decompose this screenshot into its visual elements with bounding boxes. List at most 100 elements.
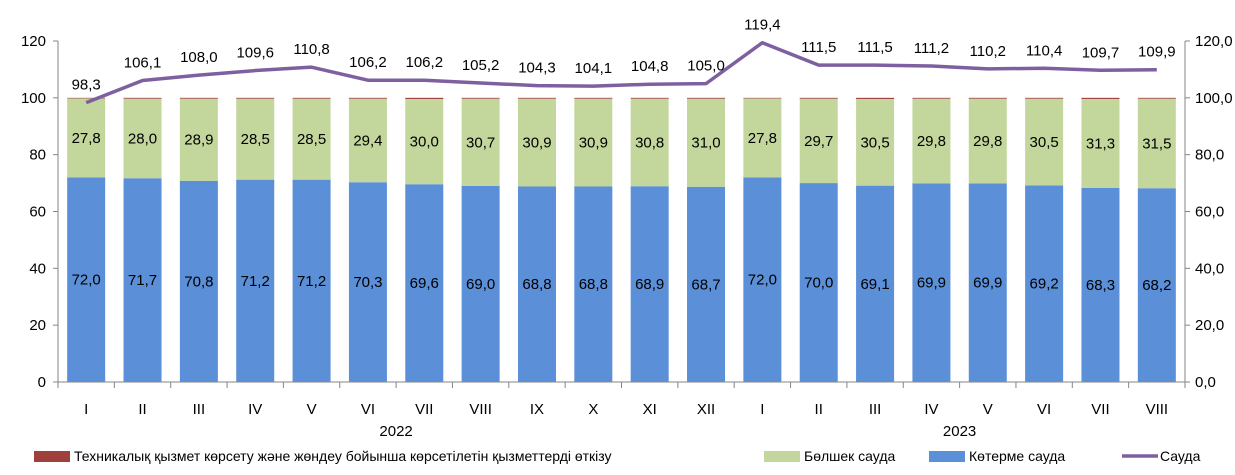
bar-segment <box>912 183 951 382</box>
bar-segment <box>348 182 387 382</box>
bar-segment <box>123 178 162 382</box>
bar-data-label: 68,9 <box>635 276 664 293</box>
bar-segment <box>799 97 838 99</box>
x-tick-label: IV <box>248 401 262 418</box>
bar-data-label: 68,8 <box>579 276 608 293</box>
line-data-label: 104,1 <box>575 60 613 77</box>
x-tick-label: IX <box>530 401 544 418</box>
bar-segment <box>236 98 275 180</box>
bar-data-label: 28,5 <box>297 131 326 148</box>
bar-data-label: 29,7 <box>804 133 833 150</box>
bar-segment <box>1081 187 1120 382</box>
bar-segment <box>292 98 331 180</box>
left-tick-label: 20 <box>29 317 46 334</box>
bar-data-label: 28,9 <box>184 132 213 149</box>
x-tick-label: XI <box>643 401 657 418</box>
bar-segment <box>630 97 669 99</box>
bar-segment <box>236 97 275 99</box>
line-data-label: 110,4 <box>1026 42 1062 59</box>
bar-data-label: 30,5 <box>860 134 889 151</box>
bar-data-label: 28,0 <box>128 130 157 147</box>
bar-data-label: 27,8 <box>748 130 777 147</box>
bar-segment <box>912 97 951 99</box>
legend-label: Бөлшек сауда <box>804 448 896 464</box>
left-tick-label: 80 <box>29 147 46 164</box>
bar-segment <box>630 98 669 187</box>
x-tick-label: V <box>307 401 317 418</box>
bar-segment <box>292 179 331 382</box>
bar-data-label: 30,9 <box>579 135 608 152</box>
bar-segment <box>461 185 500 382</box>
line-data-label: 98,3 <box>72 77 101 94</box>
bar-segment <box>179 98 218 181</box>
bar-segment <box>743 177 782 382</box>
bar-data-label: 30,8 <box>635 134 664 151</box>
bar-data-label: 31,3 <box>1086 135 1115 152</box>
bar-segment <box>799 183 838 382</box>
x-tick-label: X <box>588 401 598 418</box>
bar-segment <box>517 186 556 382</box>
left-tick-label: 40 <box>29 260 46 277</box>
line-data-label: 111,5 <box>857 39 892 56</box>
bar-data-label: 71,2 <box>297 273 326 290</box>
right-tick-label: 20,0 <box>1195 317 1224 334</box>
bar-segment <box>574 97 613 99</box>
bar-segment <box>743 98 782 178</box>
bar-data-label: 68,2 <box>1142 277 1171 294</box>
bar-data-label: 69,6 <box>410 275 439 292</box>
bar-segment <box>912 98 951 184</box>
legend-swatch <box>929 451 965 462</box>
bar-data-label: 30,0 <box>410 134 439 151</box>
line-data-label: 109,9 <box>1138 44 1176 61</box>
bar-segment <box>1025 98 1064 186</box>
bar-data-label: 29,8 <box>917 133 946 150</box>
bar-segment <box>236 179 275 382</box>
x-tick-label: I <box>84 401 88 418</box>
bar-segment <box>461 98 500 186</box>
x-tick-label: III <box>869 401 882 418</box>
bar-segment <box>687 97 726 99</box>
bar-data-label: 29,8 <box>973 133 1002 150</box>
bar-data-label: 29,4 <box>353 132 382 149</box>
bar-segment <box>517 98 556 187</box>
bar-segment <box>574 98 613 187</box>
bar-segment <box>968 97 1007 99</box>
x-tick-label: VIII <box>1146 401 1169 418</box>
line-data-label: 104,3 <box>518 60 556 77</box>
bar-data-label: 69,0 <box>466 276 495 293</box>
bar-data-label: 72,0 <box>748 272 777 289</box>
bar-segment <box>856 185 895 382</box>
x-tick-label: IV <box>924 401 938 418</box>
bar-segment <box>1137 97 1176 99</box>
bar-segment <box>179 180 218 382</box>
x-tick-label: VI <box>361 401 375 418</box>
bar-data-label: 69,9 <box>917 275 946 292</box>
bar-data-label: 30,9 <box>522 135 551 152</box>
bar-segment <box>1137 188 1176 382</box>
right-tick-label: 120,0 <box>1195 33 1233 50</box>
bar-segment <box>1025 97 1064 99</box>
line-data-label: 106,1 <box>124 54 162 71</box>
bar-segment <box>405 184 444 382</box>
right-tick-label: 60,0 <box>1195 204 1224 221</box>
line-data-label: 109,7 <box>1082 44 1120 61</box>
x-tick-label: II <box>138 401 146 418</box>
bar-data-label: 27,8 <box>72 130 101 147</box>
bar-data-label: 70,3 <box>353 274 382 291</box>
legend-swatch <box>34 451 70 462</box>
bar-data-label: 31,0 <box>691 135 720 152</box>
bar-segment <box>856 98 895 186</box>
bar-segment <box>574 186 613 382</box>
bar-data-label: 31,5 <box>1142 135 1171 152</box>
line-data-label: 111,2 <box>914 40 949 57</box>
x-tick-label: VII <box>415 401 433 418</box>
bar-segment <box>292 97 331 99</box>
x-tick-label: II <box>815 401 823 418</box>
bar-segment <box>123 98 162 179</box>
bar-segment <box>348 97 387 99</box>
bar-segment <box>1137 98 1176 189</box>
bar-segment <box>67 177 106 382</box>
bar-segment <box>348 98 387 183</box>
bar-segment <box>517 97 556 99</box>
